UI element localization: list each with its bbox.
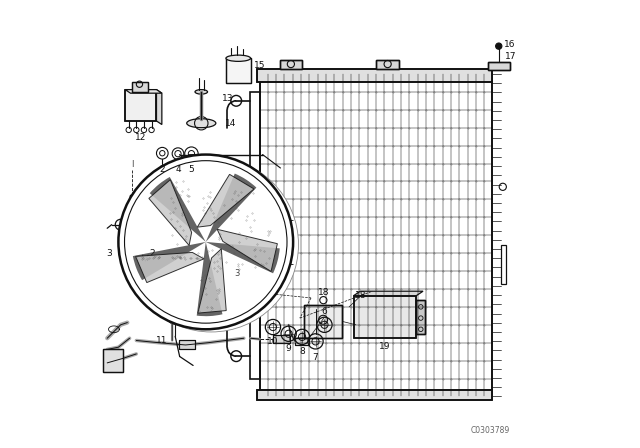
Bar	[305, 305, 342, 338]
Text: 18: 18	[355, 291, 366, 300]
Text: 9: 9	[286, 344, 291, 353]
Bar	[130, 195, 135, 242]
Bar	[417, 300, 425, 334]
Ellipse shape	[187, 119, 216, 128]
Circle shape	[195, 231, 217, 253]
Ellipse shape	[226, 55, 251, 61]
Text: 14: 14	[225, 119, 236, 128]
Bar	[250, 92, 260, 379]
Bar	[376, 60, 399, 69]
Bar	[257, 69, 493, 82]
Circle shape	[495, 43, 502, 49]
Bar	[130, 195, 135, 242]
Bar	[103, 349, 123, 372]
Bar	[353, 296, 417, 338]
Text: 12: 12	[135, 134, 147, 142]
Text: 4: 4	[175, 165, 180, 174]
Bar	[260, 74, 493, 396]
Text: 7: 7	[313, 353, 318, 362]
Bar	[273, 335, 290, 343]
Bar	[500, 245, 506, 284]
Text: |: |	[131, 160, 134, 167]
Text: 18: 18	[317, 288, 329, 297]
Circle shape	[124, 157, 298, 332]
Bar	[125, 90, 157, 121]
Text: 10: 10	[268, 337, 278, 346]
Polygon shape	[197, 174, 254, 227]
Bar	[488, 62, 509, 70]
Bar	[257, 69, 493, 82]
Polygon shape	[136, 252, 204, 283]
Polygon shape	[217, 229, 277, 271]
Bar	[257, 390, 493, 400]
Polygon shape	[125, 90, 162, 93]
Text: C0303789: C0303789	[470, 426, 510, 435]
Bar	[226, 58, 251, 83]
Circle shape	[118, 155, 293, 329]
Text: 3: 3	[234, 269, 240, 278]
Wedge shape	[206, 173, 257, 242]
Bar	[280, 60, 302, 69]
Ellipse shape	[195, 90, 207, 94]
Wedge shape	[206, 242, 280, 273]
Text: 15: 15	[254, 61, 265, 70]
Bar	[179, 340, 195, 349]
Bar	[103, 349, 123, 372]
Wedge shape	[196, 242, 223, 316]
Bar	[257, 390, 493, 400]
Bar	[305, 305, 342, 338]
Bar	[132, 82, 148, 92]
Bar	[226, 58, 251, 83]
Bar	[130, 211, 159, 242]
Bar	[130, 211, 159, 242]
Text: 11: 11	[156, 336, 168, 345]
Circle shape	[184, 220, 227, 263]
Text: 6: 6	[322, 307, 327, 316]
Text: 5: 5	[189, 165, 195, 174]
Bar	[179, 340, 195, 349]
Bar	[417, 300, 425, 334]
Polygon shape	[353, 291, 423, 296]
Bar	[280, 60, 302, 69]
Bar	[125, 90, 157, 121]
Bar	[353, 296, 417, 338]
Bar	[296, 338, 309, 345]
Bar	[273, 335, 290, 343]
Bar	[376, 60, 399, 69]
Polygon shape	[149, 180, 191, 246]
Text: 3: 3	[107, 249, 112, 258]
Text: 19: 19	[380, 342, 390, 351]
Text: 13: 13	[223, 94, 234, 103]
Text: 2: 2	[149, 249, 155, 258]
Text: 16: 16	[504, 40, 515, 49]
Text: 2: 2	[159, 165, 165, 174]
Wedge shape	[133, 242, 206, 280]
Text: 17: 17	[505, 52, 516, 60]
Polygon shape	[198, 249, 226, 313]
Bar	[296, 338, 309, 345]
Bar	[132, 82, 148, 92]
Polygon shape	[157, 90, 162, 125]
Bar	[488, 62, 509, 70]
Text: 8: 8	[300, 347, 305, 356]
Wedge shape	[150, 177, 206, 242]
